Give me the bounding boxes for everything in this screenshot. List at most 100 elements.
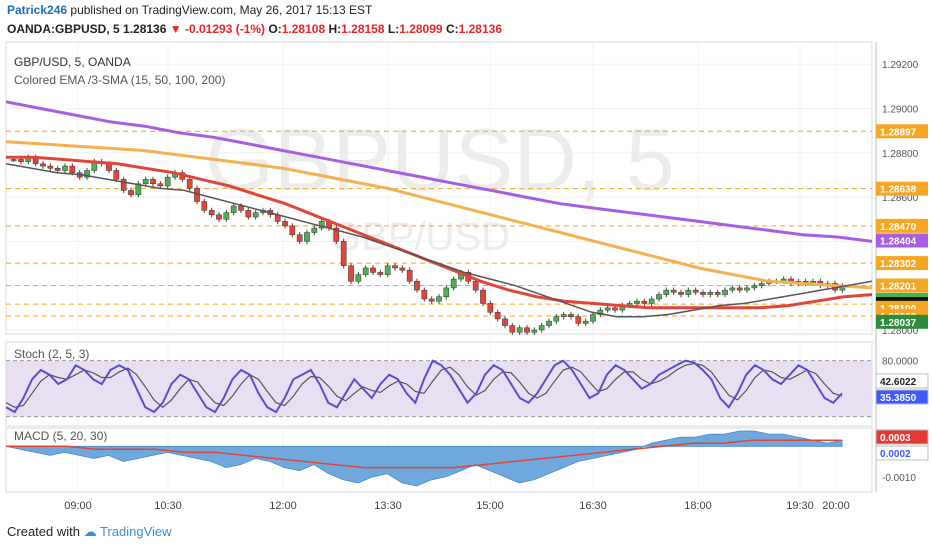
stoch-pane-title: Stoch (2, 5, 3) bbox=[14, 347, 89, 361]
candle bbox=[443, 287, 450, 298]
candle bbox=[421, 289, 428, 300]
y-tick-label: 1.28600 bbox=[882, 193, 919, 204]
price-tag bbox=[876, 314, 928, 329]
ema15-line bbox=[5, 163, 873, 318]
candle bbox=[362, 267, 369, 275]
y-tick-label: 1.29200 bbox=[882, 60, 919, 71]
x-tick-label: 12:00 bbox=[269, 500, 297, 512]
price-tag bbox=[876, 181, 928, 196]
candle bbox=[120, 179, 127, 191]
macd-tick-label: -0.0010 bbox=[882, 473, 916, 484]
macd-value-tag bbox=[875, 445, 929, 461]
price-tag bbox=[876, 278, 928, 293]
price-tag-label: 1.28470 bbox=[880, 222, 917, 233]
candle bbox=[10, 159, 17, 162]
candle bbox=[590, 314, 596, 322]
tradingview-brand[interactable]: TradingView bbox=[100, 524, 172, 539]
candle bbox=[509, 325, 516, 333]
candle bbox=[634, 300, 640, 304]
candle bbox=[472, 281, 479, 291]
last-price: 1.28136 bbox=[123, 22, 167, 36]
open-label: O: bbox=[268, 22, 282, 36]
x-tick-label: 15:00 bbox=[476, 500, 504, 512]
footer: Created with ☁ TradingView bbox=[7, 524, 172, 540]
candle bbox=[428, 298, 435, 302]
candle bbox=[729, 287, 736, 291]
candle bbox=[304, 232, 310, 242]
price-tag bbox=[876, 124, 928, 139]
candle bbox=[230, 205, 237, 213]
macd-histogram bbox=[5, 430, 843, 487]
candle bbox=[355, 274, 362, 282]
stoch-k-line bbox=[5, 359, 843, 414]
author-name[interactable]: Patrick246 bbox=[7, 3, 68, 17]
x-tick-label: 10:30 bbox=[154, 500, 182, 512]
candle bbox=[663, 289, 670, 295]
candle bbox=[758, 283, 765, 286]
candle bbox=[150, 179, 156, 185]
macd-value-tag bbox=[875, 429, 929, 445]
publication-header: Patrick246 published on TradingView.com,… bbox=[7, 3, 372, 17]
high-label: H: bbox=[328, 22, 342, 36]
candle bbox=[670, 289, 677, 293]
candle bbox=[40, 163, 46, 167]
candle bbox=[377, 272, 384, 275]
candle bbox=[370, 267, 376, 273]
open-value: 1.28108 bbox=[281, 22, 326, 36]
price-tag-label: 1.28897 bbox=[880, 127, 917, 138]
low-label: L: bbox=[387, 22, 400, 36]
stoch-tick-label: 80.0000 bbox=[882, 357, 919, 368]
candle bbox=[685, 289, 692, 295]
low-value: 1.28099 bbox=[399, 22, 443, 36]
candle bbox=[700, 292, 706, 295]
sma50-line bbox=[6, 155, 873, 310]
close-label: C: bbox=[445, 22, 459, 36]
candle bbox=[538, 325, 545, 331]
tradingview-logo-icon: ☁ bbox=[83, 524, 97, 539]
candle bbox=[648, 298, 655, 304]
quote-line: OANDA:GBPUSD, 5 1.28136 ▼ -0.01293 (-1%)… bbox=[7, 22, 502, 36]
candle bbox=[604, 307, 611, 311]
published-text: published on TradingView.com, May 26, 20… bbox=[70, 3, 373, 17]
candle bbox=[524, 327, 530, 333]
price-tag bbox=[876, 233, 928, 248]
candle bbox=[751, 285, 758, 289]
candle bbox=[414, 281, 420, 291]
candle bbox=[113, 170, 120, 180]
price-tag-label: 1.28302 bbox=[880, 259, 917, 270]
candle bbox=[252, 212, 259, 218]
symbol-label: OANDA:GBPUSD, 5 bbox=[7, 22, 120, 36]
y-tick-label: 1.28000 bbox=[882, 326, 919, 337]
candle bbox=[736, 287, 743, 291]
x-tick-label: 18:00 bbox=[684, 500, 712, 512]
candle bbox=[531, 329, 538, 333]
price-tag-label: 1.28404 bbox=[880, 236, 917, 247]
macd-value-label: 0.0002 bbox=[880, 449, 911, 460]
x-tick-label: 09:00 bbox=[64, 500, 92, 512]
candle bbox=[18, 159, 24, 162]
candle bbox=[289, 225, 296, 235]
candle bbox=[612, 307, 618, 311]
high-value: 1.28158 bbox=[341, 22, 385, 36]
price-tag bbox=[876, 256, 928, 271]
candle bbox=[238, 205, 244, 211]
candle bbox=[399, 267, 406, 271]
stoch-value-label: 35.3850 bbox=[880, 393, 917, 404]
candle bbox=[142, 179, 149, 185]
candle bbox=[678, 292, 684, 295]
candle bbox=[106, 163, 112, 171]
stoch-d-line bbox=[5, 362, 843, 409]
price-tag-label: 1.28638 bbox=[880, 185, 917, 196]
price-tag-label: 1.28037 bbox=[880, 318, 917, 329]
candle bbox=[406, 269, 413, 282]
candle bbox=[722, 289, 728, 295]
stoch-value-tag bbox=[875, 389, 929, 405]
candle bbox=[714, 292, 721, 295]
candle bbox=[47, 165, 54, 169]
candle bbox=[707, 292, 714, 295]
x-tick-label: 13:30 bbox=[374, 500, 402, 512]
candle bbox=[340, 241, 347, 267]
candle bbox=[450, 278, 457, 289]
candle bbox=[318, 221, 325, 229]
